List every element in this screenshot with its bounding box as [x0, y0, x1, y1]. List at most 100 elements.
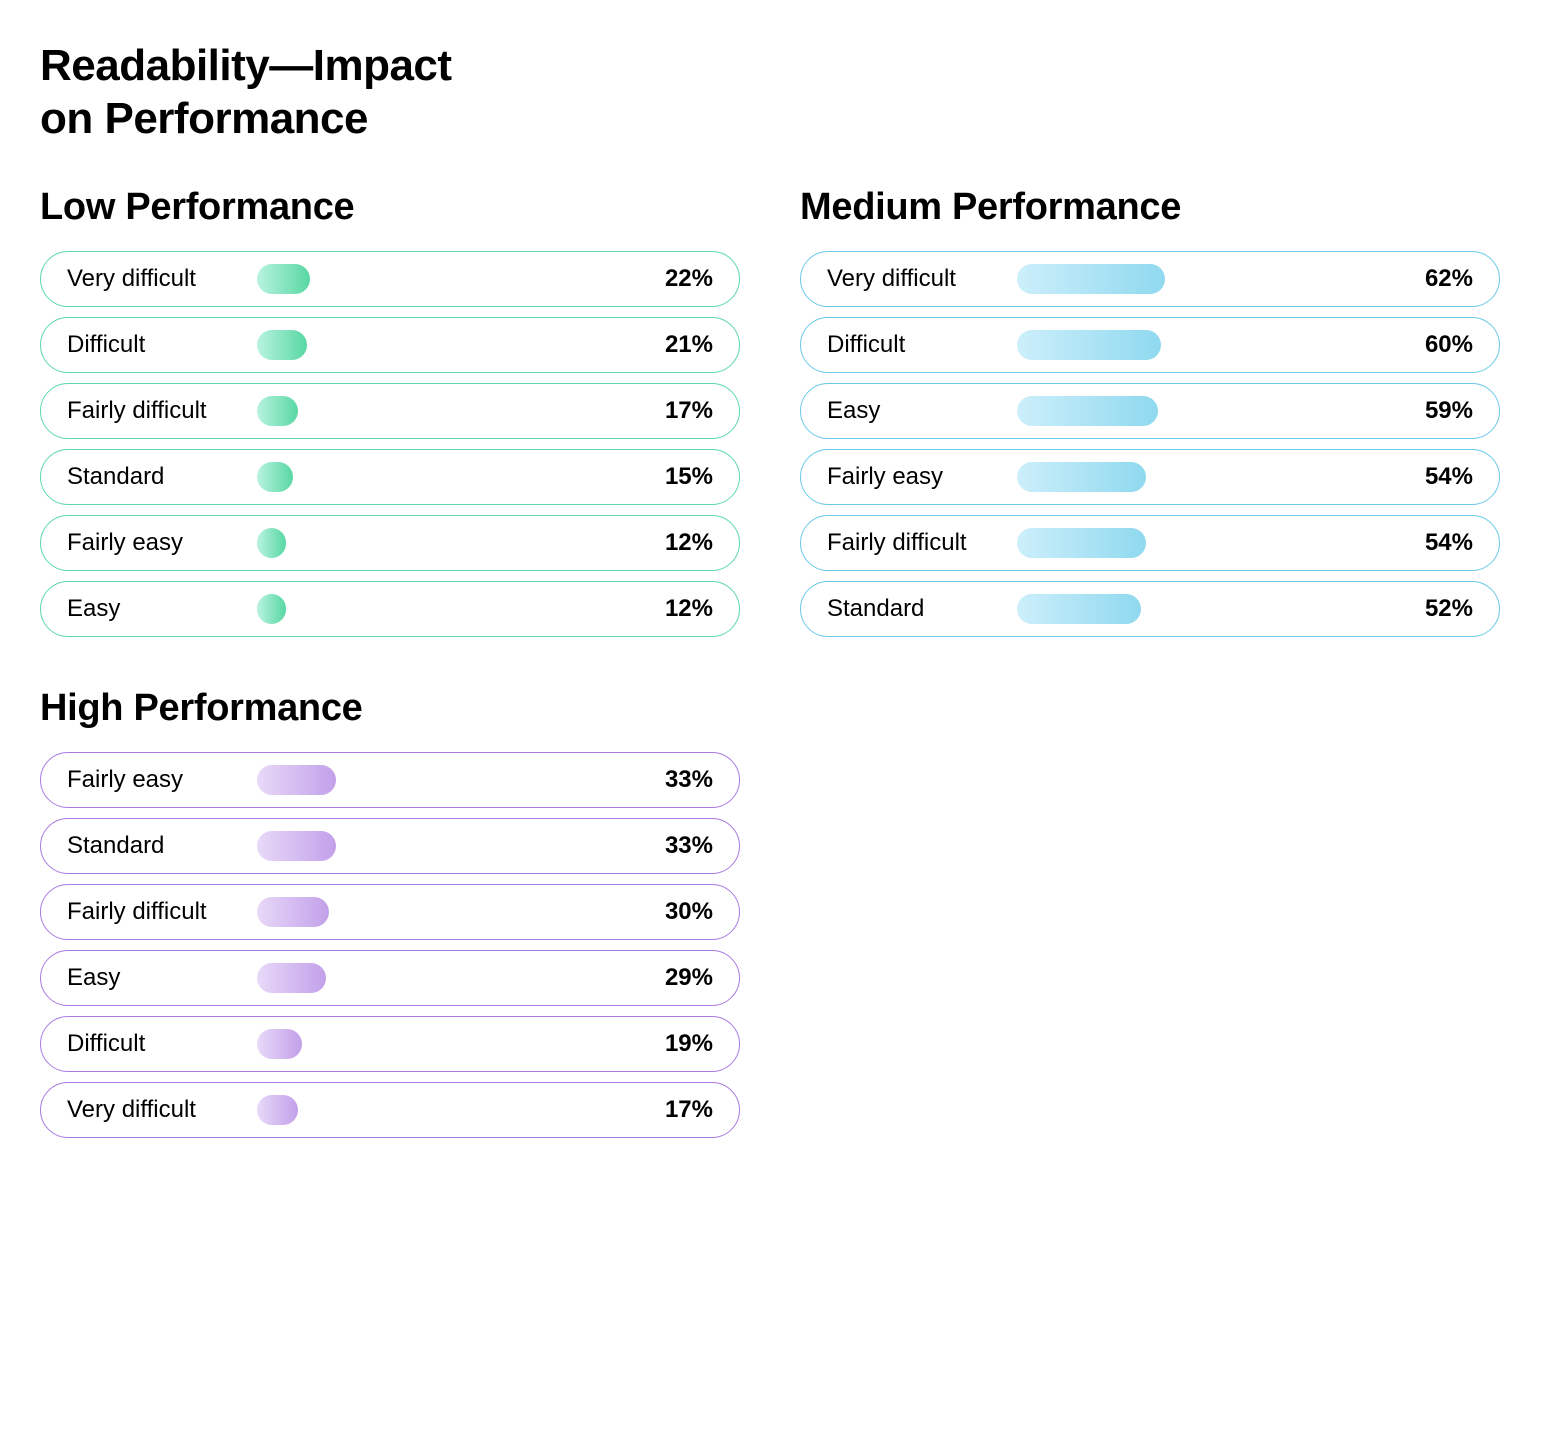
bar-fill: [257, 963, 326, 993]
bar-track: [257, 765, 643, 795]
row-value: 19%: [643, 1030, 713, 1058]
bar-track: [257, 831, 643, 861]
data-row: Easy 59%: [800, 383, 1500, 439]
bar-fill: [257, 264, 310, 294]
data-row: Very difficult 62%: [800, 251, 1500, 307]
bar-track: [257, 1095, 643, 1125]
bar-track: [257, 1029, 643, 1059]
row-label: Fairly easy: [827, 463, 1017, 491]
bar-fill: [257, 462, 293, 492]
row-label: Difficult: [67, 331, 257, 359]
bar-fill: [1017, 330, 1161, 360]
row-value: 29%: [643, 964, 713, 992]
rows-container: Fairly easy 33% Standard 33% Fairly difficul…: [40, 752, 740, 1138]
row-value: 62%: [1403, 265, 1473, 293]
row-label: Standard: [67, 832, 257, 860]
row-value: 21%: [643, 331, 713, 359]
bar-track: [257, 462, 643, 492]
row-label: Easy: [67, 964, 257, 992]
bar-fill: [257, 1029, 302, 1059]
bar-track: [257, 594, 643, 624]
row-value: 33%: [643, 832, 713, 860]
data-row: Fairly easy 33%: [40, 752, 740, 808]
row-value: 12%: [643, 595, 713, 623]
row-label: Difficult: [827, 331, 1017, 359]
bar-fill: [1017, 264, 1165, 294]
row-label: Difficult: [67, 1030, 257, 1058]
row-label: Very difficult: [67, 1096, 257, 1124]
panel-low: Low Performance Very difficult 22% Difficul…: [40, 186, 740, 637]
data-row: Easy 12%: [40, 581, 740, 637]
row-label: Standard: [67, 463, 257, 491]
bar-track: [257, 963, 643, 993]
bar-fill: [257, 396, 298, 426]
data-row: Fairly difficult 54%: [800, 515, 1500, 571]
rows-container: Very difficult 62% Difficult 60% Easy 59% Fair…: [800, 251, 1500, 637]
data-row: Very difficult 22%: [40, 251, 740, 307]
data-row: Fairly difficult 17%: [40, 383, 740, 439]
bar-fill: [257, 594, 286, 624]
bar-fill: [1017, 462, 1146, 492]
bar-fill: [1017, 528, 1146, 558]
panel-high: High Performance Fairly easy 33% Standard 33…: [40, 687, 740, 1138]
row-value: 54%: [1403, 529, 1473, 557]
row-label: Easy: [827, 397, 1017, 425]
bar-track: [257, 330, 643, 360]
bar-track: [1017, 396, 1403, 426]
panels-grid: Low Performance Very difficult 22% Difficul…: [40, 186, 1500, 1138]
row-value: 54%: [1403, 463, 1473, 491]
bar-fill: [257, 831, 336, 861]
data-row: Difficult 21%: [40, 317, 740, 373]
data-row: Standard 15%: [40, 449, 740, 505]
row-value: 52%: [1403, 595, 1473, 623]
row-label: Very difficult: [67, 265, 257, 293]
row-label: Standard: [827, 595, 1017, 623]
bar-fill: [1017, 396, 1158, 426]
row-value: 17%: [643, 397, 713, 425]
row-value: 59%: [1403, 397, 1473, 425]
page-title-line1: Readability—Impact: [40, 41, 452, 90]
data-row: Fairly difficult 30%: [40, 884, 740, 940]
page-title-line2: on Performance: [40, 94, 368, 143]
bar-fill: [257, 1095, 298, 1125]
page-title: Readability—Impact on Performance: [40, 40, 1506, 146]
panel-medium: Medium Performance Very difficult 62% Diffi…: [800, 186, 1500, 637]
bar-fill: [257, 330, 307, 360]
row-label: Fairly difficult: [67, 397, 257, 425]
row-value: 60%: [1403, 331, 1473, 359]
data-row: Easy 29%: [40, 950, 740, 1006]
bar-track: [257, 264, 643, 294]
data-row: Standard 33%: [40, 818, 740, 874]
bar-track: [1017, 594, 1403, 624]
row-label: Fairly difficult: [827, 529, 1017, 557]
row-value: 30%: [643, 898, 713, 926]
row-value: 12%: [643, 529, 713, 557]
bar-fill: [257, 765, 336, 795]
row-value: 17%: [643, 1096, 713, 1124]
row-label: Very difficult: [827, 265, 1017, 293]
data-row: Difficult 19%: [40, 1016, 740, 1072]
bar-fill: [257, 897, 329, 927]
bar-fill: [1017, 594, 1141, 624]
bar-track: [1017, 462, 1403, 492]
panel-title-high: High Performance: [40, 687, 740, 730]
bar-track: [1017, 528, 1403, 558]
row-label: Easy: [67, 595, 257, 623]
rows-container: Very difficult 22% Difficult 21% Fairly diff…: [40, 251, 740, 637]
data-row: Fairly easy 12%: [40, 515, 740, 571]
row-label: Fairly easy: [67, 766, 257, 794]
row-label: Fairly easy: [67, 529, 257, 557]
row-value: 15%: [643, 463, 713, 491]
row-value: 33%: [643, 766, 713, 794]
panel-title-low: Low Performance: [40, 186, 740, 229]
row-label: Fairly difficult: [67, 898, 257, 926]
panel-title-medium: Medium Performance: [800, 186, 1500, 229]
bar-fill: [257, 528, 286, 558]
bar-track: [257, 396, 643, 426]
bar-track: [1017, 330, 1403, 360]
bar-track: [1017, 264, 1403, 294]
row-value: 22%: [643, 265, 713, 293]
bar-track: [257, 897, 643, 927]
data-row: Fairly easy 54%: [800, 449, 1500, 505]
bar-track: [257, 528, 643, 558]
